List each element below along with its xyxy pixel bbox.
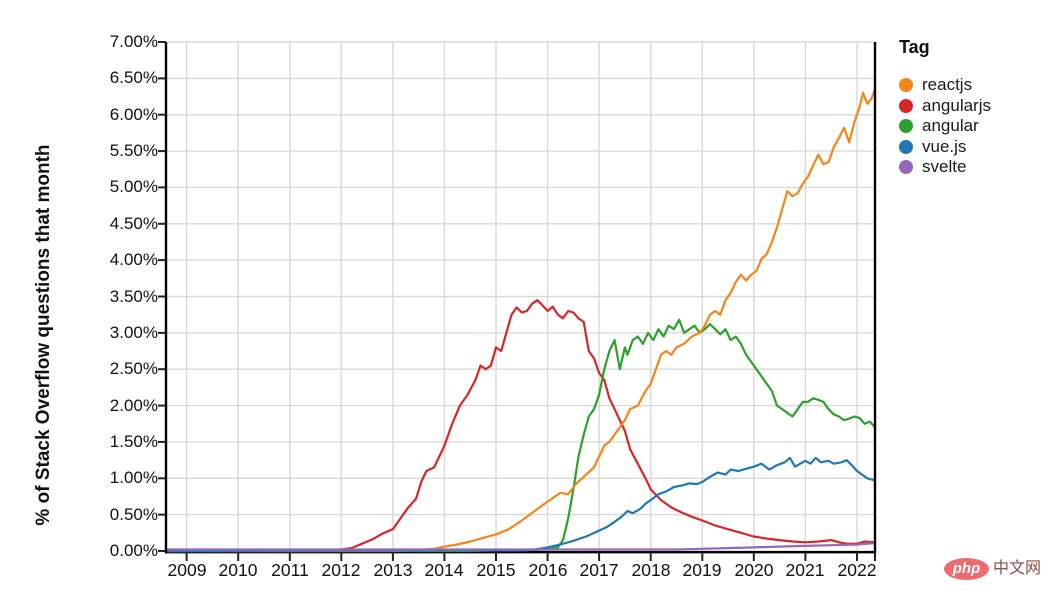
y-tick-label: 4.00% — [109, 250, 158, 269]
legend-item-label: reactjs — [922, 75, 973, 94]
y-tick-label: 5.50% — [109, 141, 158, 160]
watermark-text: 中文网 — [993, 560, 1042, 577]
x-tick-label: 2018 — [631, 560, 671, 580]
x-tick-label: 2010 — [218, 560, 258, 580]
php-badge-icon: php — [944, 558, 989, 580]
line-vue.js — [164, 456, 877, 553]
y-tick-label: 2.00% — [109, 396, 158, 415]
legend-item-angular[interactable]: angular — [899, 116, 1049, 137]
line-angularjs — [164, 299, 877, 553]
legend-title: Tag — [899, 37, 930, 57]
y-tick-label: 3.00% — [109, 323, 158, 342]
x-tick-label: 2014 — [424, 560, 464, 580]
line-angular — [164, 318, 877, 553]
legend-dot-icon — [899, 119, 913, 134]
x-tick-label: 2021 — [785, 560, 825, 580]
x-tick-label: 2020 — [734, 560, 774, 580]
x-tick-label: 2015 — [476, 560, 516, 580]
y-tick-label: 1.50% — [109, 432, 158, 451]
x-tick-label: 2013 — [373, 560, 413, 580]
y-tick-label: 4.50% — [109, 214, 158, 233]
legend-item-angularjs[interactable]: angularjs — [899, 96, 1049, 117]
x-tick-label: 2022 — [837, 560, 877, 580]
legend-items: reactjs angularjs angular vue.js svelte — [899, 75, 1049, 178]
x-tick-label: 2017 — [579, 560, 619, 580]
legend-item-label: angularjs — [922, 95, 991, 115]
x-tick-label: 2011 — [271, 560, 309, 580]
y-tick-label: 3.50% — [109, 287, 158, 306]
y-tick-label: 0.50% — [109, 505, 158, 524]
y-tick-label: 0.00% — [109, 541, 158, 560]
legend-item-reactjs[interactable]: reactjs — [899, 75, 1049, 96]
y-tick-label: 6.00% — [109, 105, 158, 124]
x-tick-label: 2009 — [167, 560, 207, 580]
legend-dot-icon — [899, 78, 913, 93]
y-tick-label: 6.50% — [109, 68, 158, 87]
y-tick-label: 2.50% — [109, 359, 158, 378]
y-tick-label: 5.00% — [109, 177, 158, 196]
legend-dot-icon — [899, 98, 913, 113]
y-tick-label: 7.00% — [109, 32, 158, 51]
watermark: php 中文网 — [944, 558, 1041, 580]
legend: Tag reactjs angularjs angular vue.js svelte — [899, 37, 1049, 178]
legend-item-vue.js[interactable]: vue.js — [899, 137, 1049, 158]
legend-item-label: angular — [922, 116, 979, 135]
x-tick-label: 2019 — [682, 560, 722, 580]
x-tick-label: 2012 — [321, 560, 361, 580]
legend-item-label: svelte — [922, 157, 967, 176]
legend-dot-icon — [899, 160, 913, 175]
legend-item-label: vue.js — [922, 136, 967, 156]
line-svelte — [164, 541, 877, 551]
line-reactjs — [164, 88, 877, 553]
y-tick-label: 1.00% — [109, 468, 158, 487]
legend-item-svelte[interactable]: svelte — [899, 157, 1049, 178]
x-tick-label: 2016 — [528, 560, 568, 580]
legend-dot-icon — [899, 139, 913, 154]
